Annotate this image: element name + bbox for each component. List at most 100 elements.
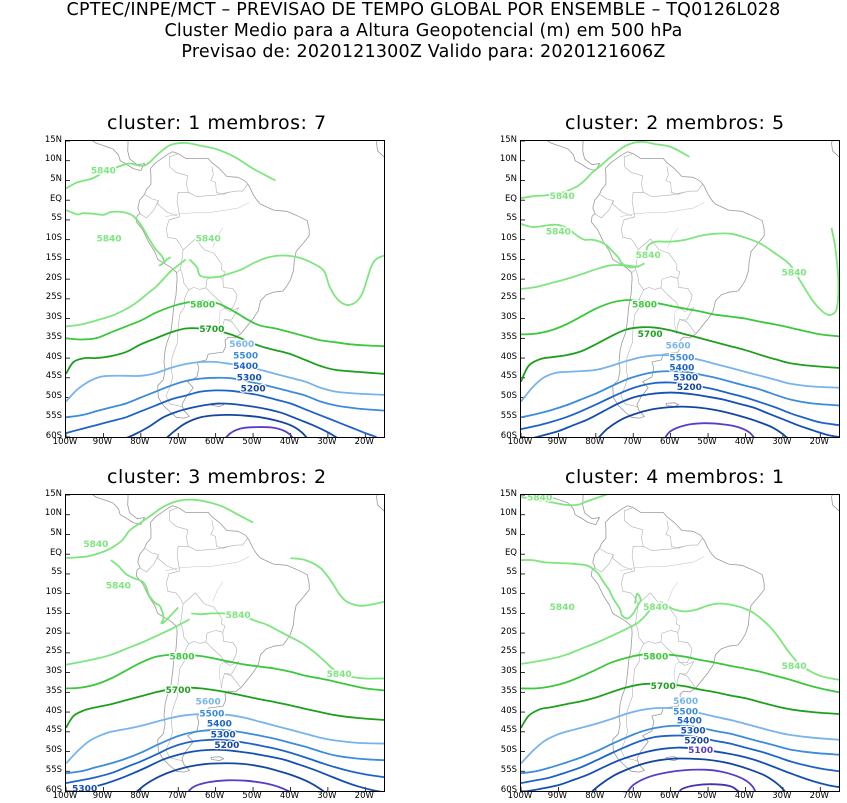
contour-label: 5300: [72, 785, 97, 792]
contour-5840: [645, 227, 839, 316]
country-border: [165, 643, 189, 763]
coastline-africa: [831, 141, 839, 158]
country-border: [594, 200, 614, 219]
contour-5200: [136, 762, 325, 791]
lat-tick-label: 5S: [506, 213, 517, 224]
lon-tick-label: 70W: [622, 791, 642, 801]
coastline-falklands: [210, 756, 225, 761]
country-border: [665, 166, 703, 195]
map-panel-1: 5840 5840 5840 5800 5700 5600 5500 5400 5300 5200: [65, 140, 385, 438]
contour-5100: [225, 426, 294, 437]
contour-label: 5600: [666, 342, 691, 352]
contour-label: 5700: [651, 682, 676, 692]
country-border: [210, 166, 248, 195]
panel-title-1: cluster: 1 membros: 7: [107, 112, 327, 134]
coastline-south-america: [135, 151, 310, 419]
country-border: [145, 548, 178, 571]
lat-tick-label: 5N: [505, 527, 517, 538]
contour-5840: [521, 223, 639, 269]
lon-tick-label: 50W: [242, 437, 262, 447]
contour-5500: [521, 370, 839, 419]
country-border: [221, 307, 240, 335]
country-border: [594, 554, 614, 573]
contour-5840: [66, 209, 172, 267]
country-border: [188, 546, 229, 551]
lat-tick-label: 10N: [499, 508, 517, 519]
lat-tick-label: 5S: [51, 213, 62, 224]
lat-tick-label: 60S: [500, 430, 517, 441]
map-panel-2: 5840 5840 5840 5840 5800 5700 5600 5500 5400 5300…: [520, 140, 840, 438]
lat-tick-label: 5S: [506, 567, 517, 578]
river: [667, 227, 679, 248]
river: [667, 581, 679, 602]
contour-label: 5800: [190, 300, 215, 310]
contour-label: 5840: [546, 227, 571, 237]
contour-5840: [521, 606, 653, 665]
lon-tick-label: 30W: [772, 791, 792, 801]
lon-tick-label: 80W: [130, 437, 150, 447]
lat-tick-label: 25S: [500, 646, 517, 657]
contour-label: 5840: [782, 662, 807, 672]
lat-tick-label: 5N: [50, 527, 62, 538]
contour-5840: [66, 618, 190, 666]
lat-tick-label: 55S: [45, 410, 62, 421]
contour-label: 5840: [96, 234, 121, 244]
lat-tick-label: 45S: [45, 371, 62, 382]
contour-5840: [521, 262, 645, 290]
contour-5300: [533, 391, 839, 437]
contour-5700: [521, 326, 839, 383]
country-border: [166, 570, 184, 605]
coastline-south-america: [135, 505, 310, 773]
lon-tick-label: 80W: [130, 791, 150, 801]
header-line-1: CPTEC/INPE/MCT – PREVISAO DE TEMPO GLOBA…: [66, 0, 781, 20]
contour-label: 5700: [166, 686, 191, 696]
contour-5800: [521, 299, 839, 338]
country-border: [221, 661, 240, 689]
river: [165, 202, 250, 218]
contour-label: 5700: [199, 325, 224, 335]
country-border: [205, 632, 238, 663]
lat-tick-label: 40S: [500, 351, 517, 362]
country-border: [635, 238, 681, 291]
lat-tick-label: 5S: [51, 567, 62, 578]
contour-label: 5500: [673, 708, 698, 718]
country-border: [679, 673, 696, 688]
header-line-2: Cluster Medio para a Altura Geopotencial…: [164, 21, 683, 41]
coastline-central-america: [547, 141, 600, 171]
lon-tick-label: 20W: [354, 791, 374, 801]
lat-tick-label: 10N: [44, 154, 62, 165]
contour-5600: [521, 354, 839, 403]
contour-5840: [521, 495, 608, 507]
contour-label: 5500: [669, 354, 694, 364]
country-border: [679, 319, 696, 334]
country-border: [624, 507, 644, 571]
contour-5840: [521, 559, 642, 620]
lon-tick-label: 70W: [167, 437, 187, 447]
lon-tick-label: 60W: [660, 437, 680, 447]
river: [219, 308, 225, 335]
country-border: [224, 673, 241, 688]
lon-tick-label: 20W: [809, 791, 829, 801]
contour-5600: [521, 706, 839, 765]
lat-tick-label: 20S: [45, 272, 62, 283]
coastline-central-america: [92, 141, 145, 171]
lat-tick-label: 10S: [500, 587, 517, 598]
lat-tick-label: 30S: [45, 312, 62, 323]
contour-label: 5800: [632, 300, 657, 310]
lat-tick-label: 50S: [500, 391, 517, 402]
country-border: [210, 520, 248, 549]
contour-5840: [66, 142, 276, 190]
contour-label: 5840: [106, 581, 131, 591]
contour-5600: [66, 360, 384, 403]
contour-label: 5840: [527, 495, 552, 503]
lat-tick-label: 35S: [500, 331, 517, 342]
lat-tick-label: 40S: [45, 705, 62, 716]
contour-5840: [66, 498, 254, 559]
lat-tick-label: 25S: [45, 292, 62, 303]
country-border: [166, 216, 184, 251]
contour-5400: [66, 738, 384, 784]
contour-5600: [66, 712, 384, 765]
lon-tick-label: 60W: [205, 791, 225, 801]
lat-tick-label: 25S: [45, 646, 62, 657]
lon-tick-label: 100W: [52, 437, 78, 447]
